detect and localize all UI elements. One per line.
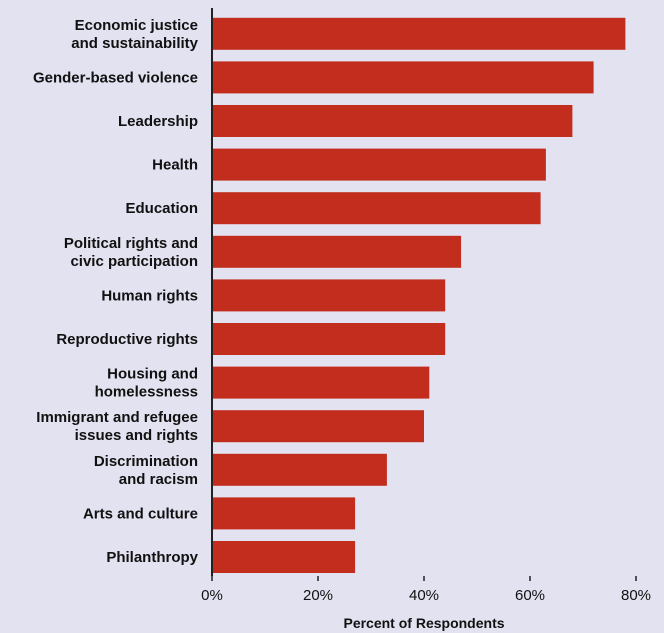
bar	[212, 17, 626, 50]
tick-label: 20%	[303, 587, 333, 604]
category-label-line: Health	[152, 157, 198, 174]
bar	[212, 235, 462, 268]
category-label: Arts and culture	[83, 505, 198, 522]
tick-label: 40%	[409, 587, 439, 604]
category-label: Immigrant and refugee issues and rights	[36, 409, 198, 444]
category-label: Health	[152, 157, 198, 174]
category-label-line: civic participation	[70, 253, 198, 270]
category-label: Reproductive rights	[56, 331, 198, 348]
category-label-line: and sustainability	[71, 35, 198, 52]
bar	[212, 148, 546, 181]
bar	[212, 323, 446, 355]
bar	[212, 105, 573, 137]
category-label-line: Education	[125, 200, 198, 217]
category-label-line: and racism	[119, 471, 198, 488]
bars	[212, 17, 626, 573]
category-label-line: homelessness	[95, 384, 198, 401]
category-label-line: Leadership	[118, 113, 198, 130]
tick-label: 0%	[201, 587, 223, 604]
x-axis-ticks: 0% 20% 40% 60% 80%	[201, 576, 651, 604]
category-label: Leadership	[118, 113, 198, 130]
category-label: Housing and homelessness	[95, 366, 198, 401]
category-label-line: Immigrant and refugee	[36, 409, 198, 426]
bar	[212, 192, 541, 225]
bar	[212, 61, 594, 94]
category-label-line: Arts and culture	[83, 505, 198, 522]
category-label-line: Human rights	[101, 287, 198, 304]
bar	[212, 410, 424, 443]
bar	[212, 279, 446, 312]
category-label-line: Reproductive rights	[56, 331, 198, 348]
category-label-line: Gender-based violence	[33, 69, 198, 86]
category-labels: Economic justice and sustainability Gender…	[33, 17, 199, 566]
category-label-line: Philanthropy	[106, 549, 198, 566]
category-label: Gender-based violence	[33, 69, 198, 86]
category-label: Philanthropy	[106, 549, 198, 566]
tick-label: 80%	[621, 587, 651, 604]
x-axis-title: Percent of Respondents	[343, 615, 504, 631]
category-label-line: Economic justice	[75, 17, 198, 34]
category-label-line: issues and rights	[75, 427, 198, 444]
bar	[212, 453, 387, 486]
category-label: Discrimination and racism	[94, 453, 198, 488]
category-label-line: Political rights and	[64, 235, 198, 252]
bar	[212, 541, 356, 573]
category-label-line: Discrimination	[94, 453, 198, 470]
bar	[212, 366, 430, 399]
category-label: Human rights	[101, 287, 198, 304]
category-label: Political rights and civic participation	[64, 235, 198, 270]
category-label: Education	[125, 200, 198, 217]
category-label-line: Housing and	[107, 366, 198, 383]
category-label: Economic justice and sustainability	[71, 17, 198, 52]
bar	[212, 497, 356, 530]
tick-label: 60%	[515, 587, 545, 604]
